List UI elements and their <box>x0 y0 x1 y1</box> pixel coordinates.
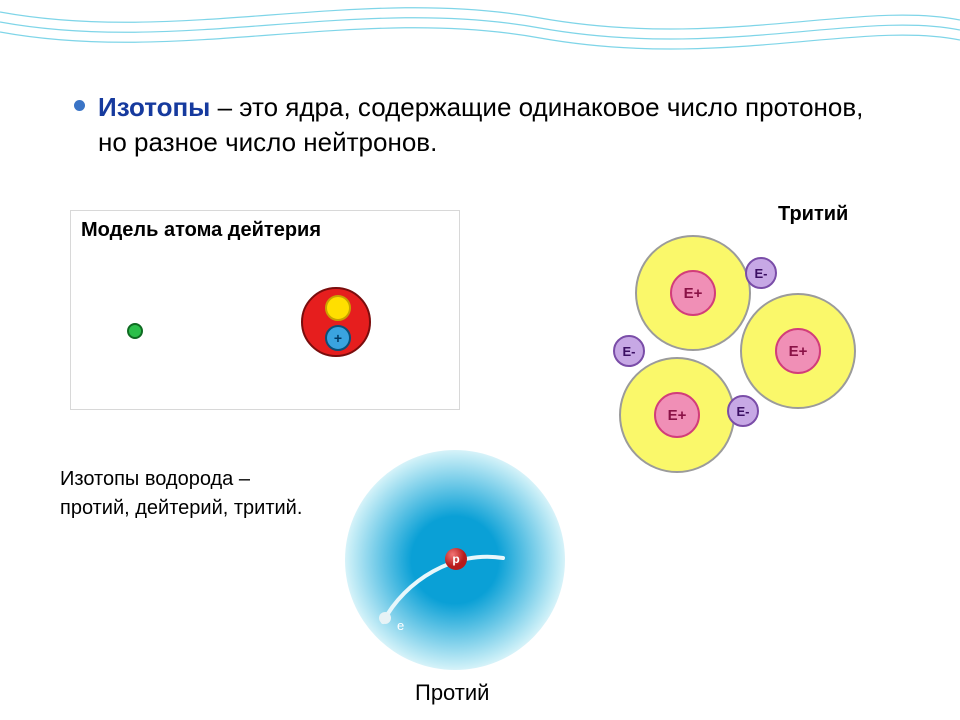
slide: Изотопы – это ядра, содержащие одинаково… <box>0 0 960 720</box>
definition-rest: – это ядра, содержащие одинаковое число … <box>98 92 863 157</box>
tritium-eminus-2: E- <box>613 335 645 367</box>
deuterium-proton: + <box>325 325 351 351</box>
deuterium-electron <box>127 323 143 339</box>
tritium-nucleon-2: E+ <box>740 293 856 409</box>
deuterium-nucleus: + <box>301 287 371 357</box>
tritium-eplus-1: E+ <box>670 270 716 316</box>
protium-proton: p <box>445 548 467 570</box>
tritium-nucleon-3: E+ <box>619 357 735 473</box>
tritium-eplus-3: E+ <box>654 392 700 438</box>
wave-decoration <box>0 0 960 60</box>
protium-diagram: p e <box>325 450 585 670</box>
deuterium-neutron <box>325 295 351 321</box>
definition-text: Изотопы – это ядра, содержащие одинаково… <box>98 90 888 160</box>
protium-electron-label: e <box>397 618 404 633</box>
tritium-label: Тритий <box>778 203 848 226</box>
deuterium-panel: Модель атома дейтерия + <box>70 210 460 410</box>
isotope-list-line1: Изотопы водорода – <box>60 465 340 494</box>
isotope-list-line2: протий, дейтерий, тритий. <box>60 494 340 523</box>
protium-orbit <box>365 520 535 640</box>
definition-block: Изотопы – это ядра, содержащие одинаково… <box>98 90 888 160</box>
tritium-nucleon-1: E+ <box>635 235 751 351</box>
deuterium-title: Модель атома дейтерия <box>81 219 321 242</box>
tritium-eminus-1: E- <box>745 257 777 289</box>
isotope-list: Изотопы водорода – протий, дейтерий, три… <box>60 465 340 523</box>
plus-icon: + <box>334 330 342 346</box>
term: Изотопы <box>98 92 210 122</box>
bullet-icon <box>74 100 85 111</box>
protium-label: Протий <box>415 680 489 706</box>
protium-electron <box>379 612 391 624</box>
tritium-eplus-2: E+ <box>775 328 821 374</box>
tritium-eminus-3: E- <box>727 395 759 427</box>
tritium-diagram: E+ E+ E+ E- E- E- <box>585 235 895 505</box>
